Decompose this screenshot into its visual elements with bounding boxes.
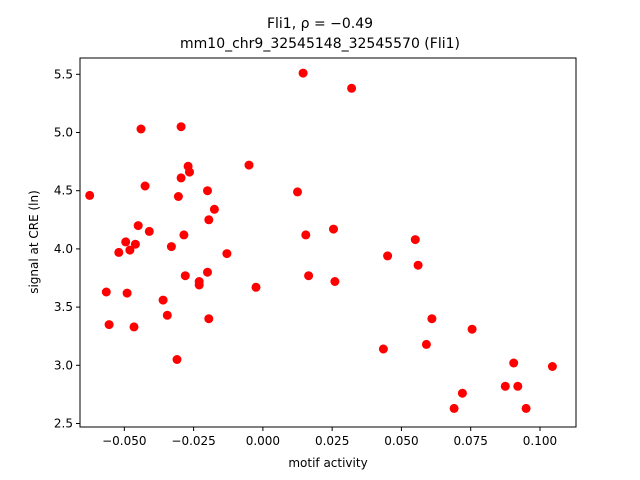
data-point-15 [166,242,176,252]
data-point-13 [158,295,168,305]
data-point-48 [457,388,467,398]
data-point-45 [421,339,431,349]
x-tick-label: −0.025 [171,434,215,448]
y-axis-label: signal at CRE (ln) [27,190,41,294]
x-tick-label: −0.050 [102,434,146,448]
data-point-18 [176,122,186,132]
data-point-25 [194,280,204,290]
data-point-17 [173,192,183,201]
plot-frame [79,57,577,428]
data-point-11 [140,181,150,191]
data-point-27 [203,267,212,277]
data-point-8 [130,239,140,249]
data-point-43 [410,235,420,245]
data-point-44 [413,260,423,270]
x-axis-ticks: −0.050 −0.025 0.000 0.025 0.050 0.075 0.100 [102,427,557,448]
data-point-10 [136,124,146,134]
data-point-32 [244,160,254,170]
data-point-41 [378,344,388,354]
data-point-7 [129,322,139,332]
data-point-2 [104,320,114,330]
chart-subtitle: mm10_chr9_32545148_32545570 (Fli1) [180,36,460,52]
data-point-9 [133,221,143,231]
y-tick-label: 3.5 [54,300,73,314]
data-point-29 [204,314,214,324]
data-point-40 [347,83,357,93]
data-point-20 [179,230,189,240]
y-tick-label: 2.5 [54,417,73,431]
data-point-0 [85,190,95,200]
data-point-31 [222,249,232,259]
y-tick-label: 4.0 [54,242,73,256]
x-tick-label: 0.100 [523,434,557,448]
data-point-14 [162,310,172,320]
data-point-39 [330,277,340,286]
data-point-21 [180,271,190,281]
x-tick-label: 0.000 [246,434,280,448]
data-point-33 [251,282,261,292]
data-point-19 [176,173,186,183]
x-axis-label: motif activity [288,456,367,470]
data-point-38 [329,224,338,234]
data-points [85,68,557,413]
y-tick-label: 5.0 [54,125,73,139]
y-tick-label: 5.5 [54,67,73,81]
x-tick-label: 0.075 [454,434,488,448]
data-point-3 [114,247,124,257]
data-point-5 [122,288,132,298]
y-axis-ticks: 2.5 3.0 3.5 4.0 4.5 5.0 5.5 [54,67,80,431]
data-point-46 [427,314,437,324]
data-point-36 [301,230,311,240]
data-point-28 [204,215,214,225]
y-tick-label: 3.0 [54,358,73,372]
data-point-16 [172,355,182,364]
data-point-42 [383,251,393,261]
data-point-4 [121,237,131,247]
data-point-23 [185,167,194,177]
data-point-34 [293,187,302,197]
data-point-52 [513,381,523,391]
data-point-35 [298,68,308,78]
data-point-47 [449,403,459,413]
data-point-51 [509,358,519,368]
data-point-6 [125,245,135,255]
data-point-50 [500,381,510,391]
data-point-37 [304,271,314,281]
data-point-53 [521,403,531,413]
data-point-26 [203,186,212,196]
data-point-30 [209,204,219,214]
data-point-49 [467,324,477,334]
y-tick-label: 4.5 [54,184,73,198]
x-tick-label: 0.050 [384,434,418,448]
data-point-54 [547,362,557,371]
chart-title: Fli1, ρ = −0.49 [267,16,373,32]
data-point-12 [144,226,154,236]
data-point-1 [101,287,111,297]
x-tick-label: 0.025 [315,434,349,448]
